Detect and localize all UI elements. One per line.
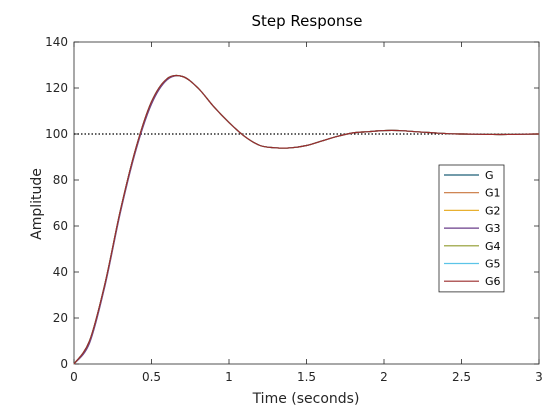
y-tick-label: 20	[53, 311, 68, 325]
y-tick-label: 120	[45, 81, 68, 95]
x-tick-label: 3	[535, 370, 543, 384]
x-tick-label: 1.5	[297, 370, 316, 384]
legend-label-g3: G3	[485, 222, 501, 235]
series-layer	[73, 74, 540, 365]
x-axis-label: Time (seconds)	[252, 391, 360, 407]
y-axis-label: Amplitude	[29, 168, 45, 240]
x-tick-label: 2.5	[452, 370, 471, 384]
legend-label-g6: G6	[485, 275, 501, 288]
y-tick-label: 140	[45, 35, 68, 49]
legend: G G1 G2 G3 G4 G5 G6	[438, 164, 505, 293]
y-tick-label: 0	[60, 357, 68, 371]
y-tick-label: 100	[45, 127, 68, 141]
legend-label-g: G	[485, 169, 494, 182]
legend-label-g1: G1	[485, 187, 501, 200]
legend-label-g4: G4	[485, 240, 501, 253]
x-tick-label: 0	[70, 370, 78, 384]
legend-label-g5: G5	[485, 258, 501, 271]
x-tick-label: 1	[225, 370, 233, 384]
y-tick-label: 60	[53, 219, 68, 233]
x-tick-label: 0.5	[142, 370, 161, 384]
y-tick-label: 80	[53, 173, 68, 187]
series-line-g6	[73, 74, 540, 365]
chart-title: Step Response	[252, 12, 363, 30]
x-tick-label: 2	[380, 370, 388, 384]
legend-label-g2: G2	[485, 204, 501, 217]
y-tick-label: 40	[53, 265, 68, 279]
